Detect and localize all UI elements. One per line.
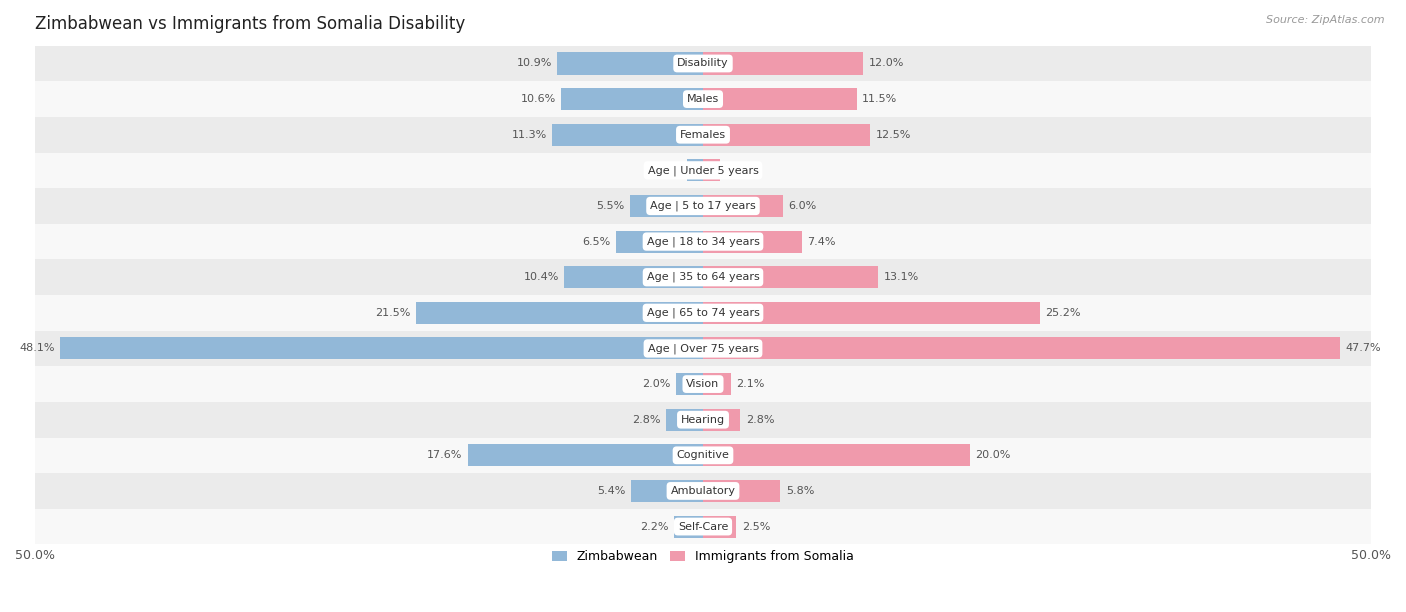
Text: Age | 5 to 17 years: Age | 5 to 17 years [650,201,756,211]
Text: Hearing: Hearing [681,415,725,425]
Bar [703,515,737,537]
Bar [553,124,703,146]
Bar [35,295,1371,330]
Bar [35,81,1371,117]
Bar [35,438,1371,473]
Text: 2.1%: 2.1% [737,379,765,389]
Bar [557,53,703,75]
Text: 2.8%: 2.8% [745,415,775,425]
Text: Ambulatory: Ambulatory [671,486,735,496]
Text: 5.5%: 5.5% [596,201,624,211]
Text: 12.0%: 12.0% [869,59,904,69]
Text: 2.2%: 2.2% [640,521,668,532]
Text: Cognitive: Cognitive [676,450,730,460]
Bar [35,117,1371,152]
Text: 6.5%: 6.5% [582,237,610,247]
Bar [35,46,1371,81]
Text: 25.2%: 25.2% [1045,308,1081,318]
Bar [564,266,703,288]
Text: 21.5%: 21.5% [375,308,411,318]
Text: 2.5%: 2.5% [742,521,770,532]
Text: Age | Under 5 years: Age | Under 5 years [648,165,758,176]
Bar [703,409,741,431]
Bar [703,195,783,217]
Bar [703,266,877,288]
Bar [703,124,870,146]
Bar [665,409,703,431]
Bar [60,337,703,359]
Bar [35,402,1371,438]
Text: 5.4%: 5.4% [598,486,626,496]
Text: Zimbabwean vs Immigrants from Somalia Disability: Zimbabwean vs Immigrants from Somalia Di… [35,15,465,33]
Bar [630,195,703,217]
Text: Self-Care: Self-Care [678,521,728,532]
Text: 7.4%: 7.4% [807,237,835,247]
Text: Source: ZipAtlas.com: Source: ZipAtlas.com [1267,15,1385,25]
Text: 47.7%: 47.7% [1346,343,1381,354]
Text: Age | 65 to 74 years: Age | 65 to 74 years [647,308,759,318]
Text: 11.5%: 11.5% [862,94,897,104]
Bar [688,159,703,181]
Bar [673,515,703,537]
Text: Females: Females [681,130,725,140]
Text: 10.6%: 10.6% [520,94,555,104]
Text: 48.1%: 48.1% [20,343,55,354]
Text: 2.0%: 2.0% [643,379,671,389]
Bar [703,444,970,466]
Text: Vision: Vision [686,379,720,389]
Bar [703,231,801,253]
Bar [35,366,1371,402]
Bar [703,337,1340,359]
Bar [35,330,1371,366]
Text: 20.0%: 20.0% [976,450,1011,460]
Bar [703,373,731,395]
Bar [703,88,856,110]
Text: 13.1%: 13.1% [883,272,918,282]
Bar [35,188,1371,224]
Bar [631,480,703,502]
Bar [35,473,1371,509]
Bar [616,231,703,253]
Text: Age | 35 to 64 years: Age | 35 to 64 years [647,272,759,283]
Text: 10.9%: 10.9% [516,59,553,69]
Bar [676,373,703,395]
Text: 1.3%: 1.3% [725,165,754,176]
Text: 11.3%: 11.3% [512,130,547,140]
Text: 5.8%: 5.8% [786,486,814,496]
Bar [703,480,780,502]
Text: Disability: Disability [678,59,728,69]
Text: Males: Males [688,94,718,104]
Bar [35,152,1371,188]
Bar [416,302,703,324]
Text: 12.5%: 12.5% [876,130,911,140]
Bar [703,53,863,75]
Bar [35,509,1371,545]
Text: Age | Over 75 years: Age | Over 75 years [648,343,758,354]
Text: 1.2%: 1.2% [654,165,682,176]
Bar [468,444,703,466]
Text: 17.6%: 17.6% [427,450,463,460]
Text: Age | 18 to 34 years: Age | 18 to 34 years [647,236,759,247]
Bar [561,88,703,110]
Bar [703,159,720,181]
Text: 2.8%: 2.8% [631,415,661,425]
Text: 10.4%: 10.4% [523,272,558,282]
Bar [35,224,1371,259]
Bar [703,302,1039,324]
Legend: Zimbabwean, Immigrants from Somalia: Zimbabwean, Immigrants from Somalia [547,545,859,568]
Bar [35,259,1371,295]
Text: 6.0%: 6.0% [789,201,817,211]
